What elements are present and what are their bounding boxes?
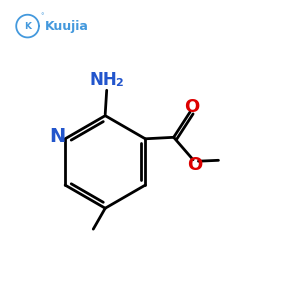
Text: NH: NH — [90, 71, 118, 89]
Text: °: ° — [41, 13, 44, 19]
Text: Kuujia: Kuujia — [45, 20, 89, 33]
Text: K: K — [24, 22, 31, 31]
Text: O: O — [187, 156, 202, 174]
Text: O: O — [184, 98, 199, 116]
Text: 2: 2 — [116, 78, 123, 88]
Text: N: N — [50, 127, 66, 146]
